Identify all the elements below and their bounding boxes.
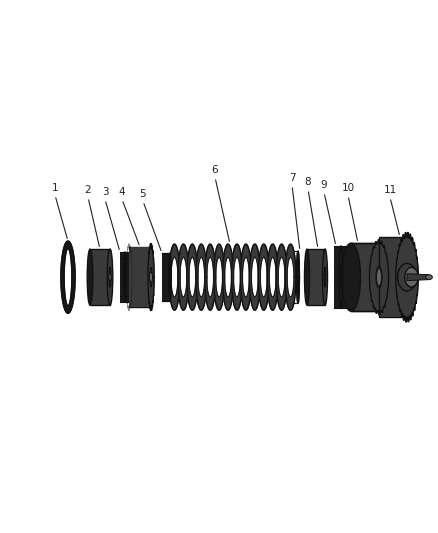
Text: 1: 1 <box>52 183 58 193</box>
Ellipse shape <box>324 274 326 280</box>
Polygon shape <box>61 241 75 313</box>
Polygon shape <box>129 247 151 307</box>
Text: 11: 11 <box>383 185 397 195</box>
Ellipse shape <box>107 249 113 305</box>
Ellipse shape <box>109 267 111 287</box>
Text: 3: 3 <box>102 187 108 197</box>
Polygon shape <box>396 232 418 322</box>
Polygon shape <box>276 244 287 310</box>
Polygon shape <box>250 244 260 310</box>
Text: 9: 9 <box>321 180 327 190</box>
Polygon shape <box>240 244 251 310</box>
Polygon shape <box>223 244 233 310</box>
Polygon shape <box>205 244 215 310</box>
Polygon shape <box>232 244 242 310</box>
Ellipse shape <box>324 267 326 287</box>
Text: 6: 6 <box>212 165 218 175</box>
Polygon shape <box>297 251 300 303</box>
Polygon shape <box>307 249 325 305</box>
Polygon shape <box>187 244 198 310</box>
Ellipse shape <box>426 274 432 280</box>
Polygon shape <box>120 252 130 302</box>
Text: 4: 4 <box>119 187 125 197</box>
Text: 5: 5 <box>140 189 146 199</box>
Polygon shape <box>148 244 154 311</box>
Ellipse shape <box>322 249 328 305</box>
Ellipse shape <box>109 273 111 281</box>
Polygon shape <box>285 244 296 310</box>
Text: 10: 10 <box>342 183 355 193</box>
Text: 2: 2 <box>85 185 91 195</box>
Text: 8: 8 <box>305 177 311 187</box>
Polygon shape <box>90 249 110 305</box>
Polygon shape <box>370 240 389 314</box>
Ellipse shape <box>149 272 152 282</box>
Ellipse shape <box>398 263 417 291</box>
Polygon shape <box>379 237 407 317</box>
Polygon shape <box>258 244 269 310</box>
Polygon shape <box>162 253 170 301</box>
Polygon shape <box>178 244 189 310</box>
Polygon shape <box>214 244 224 310</box>
Ellipse shape <box>405 268 418 287</box>
Text: 7: 7 <box>289 173 295 183</box>
Polygon shape <box>267 244 278 310</box>
Polygon shape <box>124 252 127 302</box>
Polygon shape <box>334 246 348 308</box>
Ellipse shape <box>304 249 310 305</box>
Ellipse shape <box>342 243 360 311</box>
Polygon shape <box>196 244 207 310</box>
Polygon shape <box>169 244 180 310</box>
Ellipse shape <box>87 249 93 305</box>
Polygon shape <box>351 243 379 311</box>
Polygon shape <box>407 273 429 281</box>
Polygon shape <box>339 246 343 308</box>
Polygon shape <box>169 253 171 301</box>
Ellipse shape <box>377 268 381 286</box>
